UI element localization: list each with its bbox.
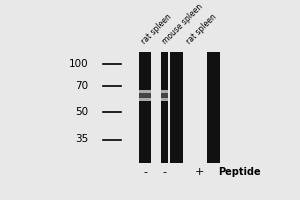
Bar — [207, 52, 220, 163]
Bar — [161, 90, 168, 101]
Text: -: - — [144, 167, 148, 177]
Text: rat spleen: rat spleen — [184, 12, 218, 46]
Bar — [170, 52, 183, 163]
Text: +: + — [194, 167, 204, 177]
Bar — [161, 52, 168, 163]
Text: 50: 50 — [76, 107, 89, 117]
Text: 35: 35 — [75, 134, 89, 144]
Bar — [139, 52, 152, 163]
Text: rat spleen: rat spleen — [139, 12, 173, 46]
Text: -: - — [163, 167, 167, 177]
Text: 70: 70 — [76, 81, 89, 91]
Text: 100: 100 — [69, 59, 89, 69]
Bar — [139, 90, 152, 101]
Text: mouse spleen: mouse spleen — [160, 2, 204, 46]
Text: Peptide: Peptide — [218, 167, 260, 177]
Bar — [139, 93, 152, 98]
Bar — [161, 93, 168, 98]
